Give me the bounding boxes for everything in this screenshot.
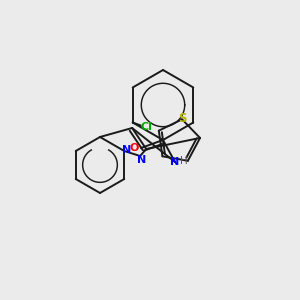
Text: N: N bbox=[122, 145, 131, 155]
Text: N: N bbox=[137, 155, 147, 165]
Text: H: H bbox=[180, 156, 188, 166]
Text: O: O bbox=[129, 143, 139, 153]
Text: Cl: Cl bbox=[141, 122, 153, 133]
Text: N: N bbox=[170, 157, 180, 167]
Text: S: S bbox=[178, 112, 186, 125]
